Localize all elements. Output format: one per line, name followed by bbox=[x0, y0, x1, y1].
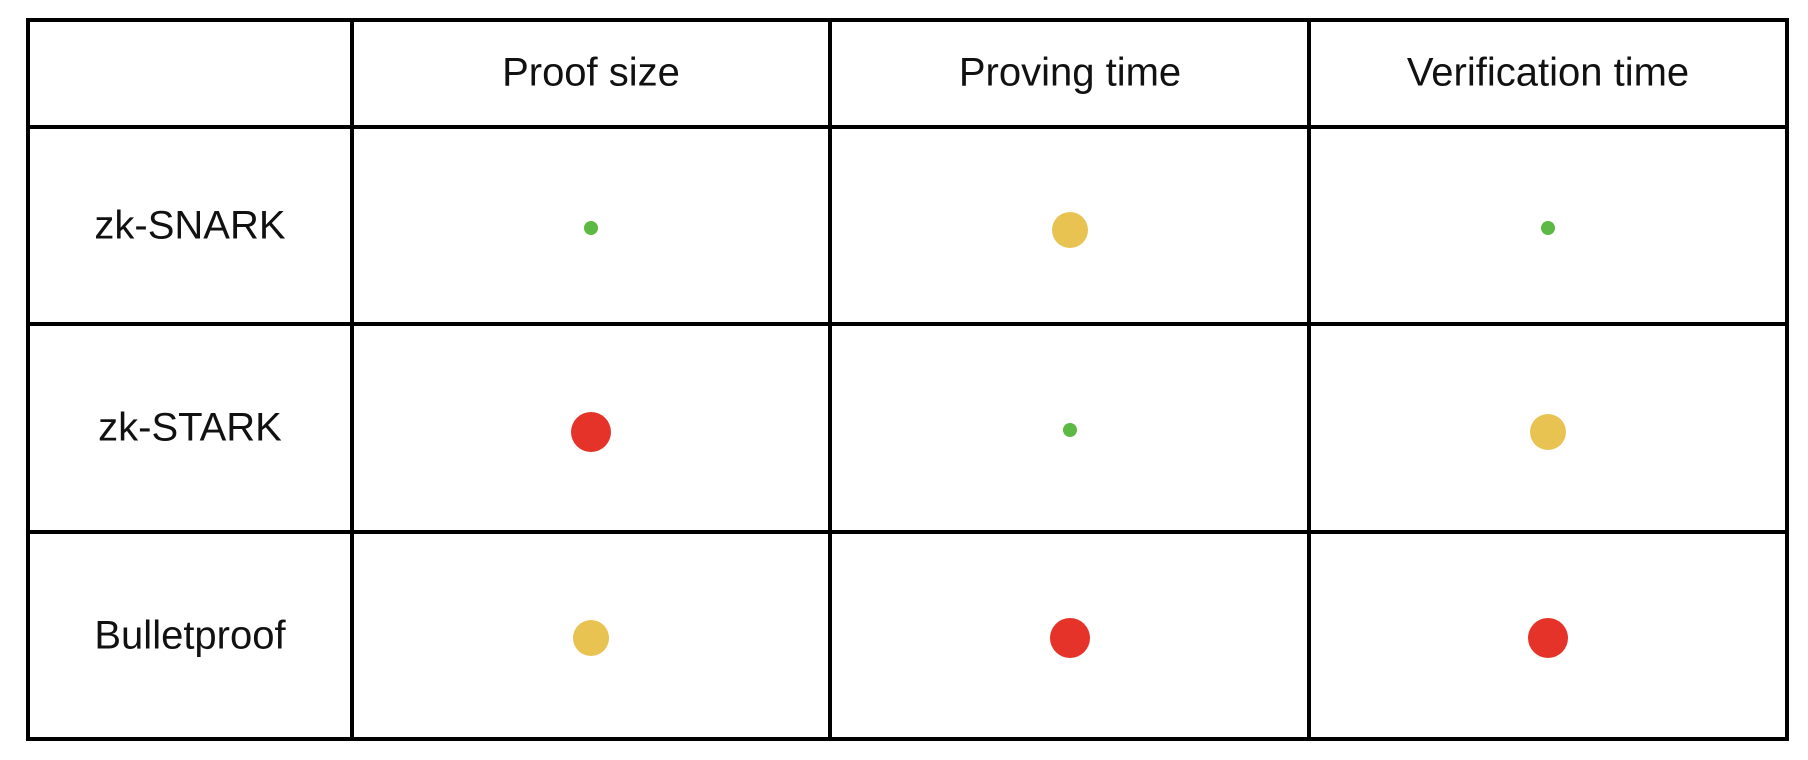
row-header: zk-SNARK bbox=[94, 204, 285, 248]
table-border bbox=[26, 18, 1789, 741]
rating-dot bbox=[1528, 618, 1568, 658]
rating-dot bbox=[584, 221, 598, 235]
column-header: Verification time bbox=[1407, 51, 1689, 95]
rating-dot bbox=[573, 620, 609, 656]
column-header: Proof size bbox=[502, 51, 680, 95]
rating-dot bbox=[1052, 212, 1088, 248]
rating-dot bbox=[1050, 618, 1090, 658]
row-header: zk-STARK bbox=[98, 406, 282, 450]
rating-dot bbox=[1530, 414, 1566, 450]
row-header: Bulletproof bbox=[94, 614, 286, 658]
column-header: Proving time bbox=[959, 51, 1181, 95]
rating-dot bbox=[1063, 423, 1077, 437]
rating-dot bbox=[1541, 221, 1555, 235]
rating-dot bbox=[571, 412, 611, 452]
